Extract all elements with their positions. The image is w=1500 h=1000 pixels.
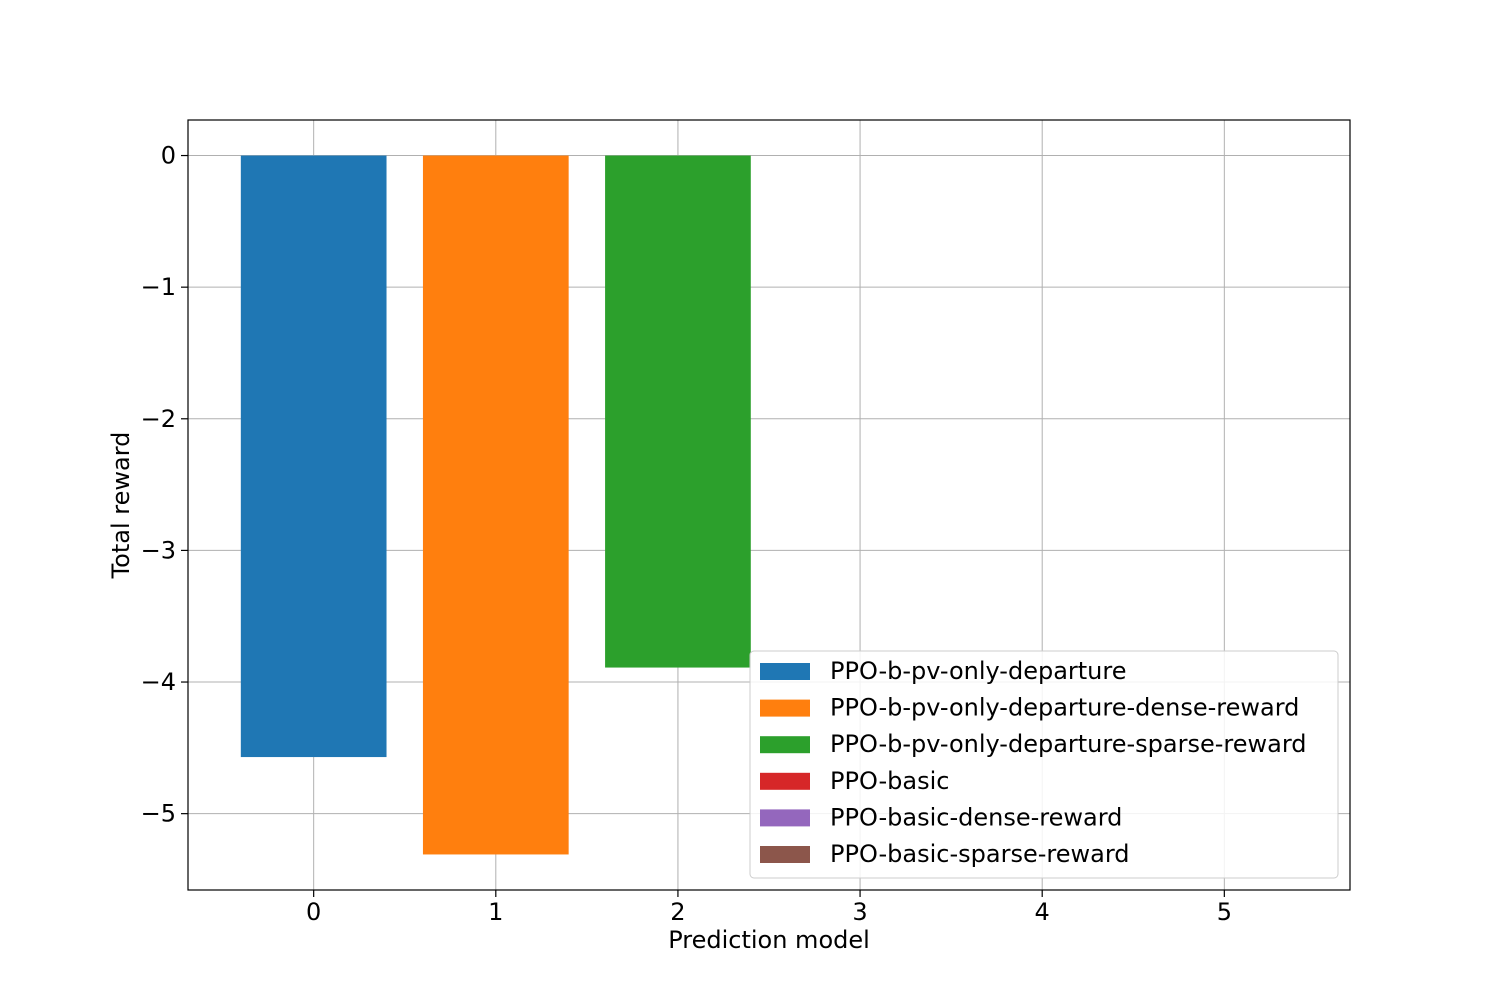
legend-label: PPO-basic-dense-reward (830, 803, 1122, 831)
legend-swatch (760, 699, 810, 717)
x-axis-label: Prediction model (668, 926, 870, 954)
legend-label: PPO-basic (830, 767, 949, 795)
y-tick-label: −5 (141, 800, 176, 828)
legend-swatch (760, 736, 810, 754)
legend-label: PPO-b-pv-only-departure (830, 657, 1127, 685)
legend-swatch (760, 846, 810, 863)
bar-2 (605, 155, 751, 668)
x-tick-label: 5 (1217, 898, 1232, 926)
legend: PPO-b-pv-only-departure PPO-b-pv-only-dep… (749, 650, 1339, 879)
legend-swatch (760, 772, 810, 790)
plot-area-frame (187, 119, 1351, 891)
y-axis-label: Total reward (107, 432, 135, 580)
x-tick-label: 3 (852, 898, 867, 926)
legend-label: PPO-basic-sparse-reward (830, 840, 1130, 868)
legend-label: PPO-b-pv-only-departure-dense-reward (830, 694, 1299, 722)
legend-swatch (760, 663, 810, 680)
legend-box (749, 650, 1339, 879)
x-tick-label: 4 (1035, 898, 1050, 926)
y-tick-label: −1 (141, 273, 176, 301)
y-tick-label: 0 (161, 142, 176, 170)
legend-label: PPO-b-pv-only-departure-sparse-reward (830, 730, 1307, 758)
x-tick-label: 2 (670, 898, 685, 926)
axis-ticks: 0 1 2 3 4 5 0 −1 −2 −3 −4 −5 (141, 142, 1232, 926)
y-tick-label: −4 (141, 668, 176, 696)
y-tick-label: −3 (141, 536, 176, 564)
x-tick-label: 0 (306, 898, 321, 926)
bar-0 (240, 155, 387, 758)
bars (240, 155, 751, 855)
legend-swatch (760, 809, 810, 827)
x-tick-label: 1 (488, 898, 503, 926)
bar-1 (422, 155, 569, 855)
y-tick-label: −2 (141, 405, 176, 433)
